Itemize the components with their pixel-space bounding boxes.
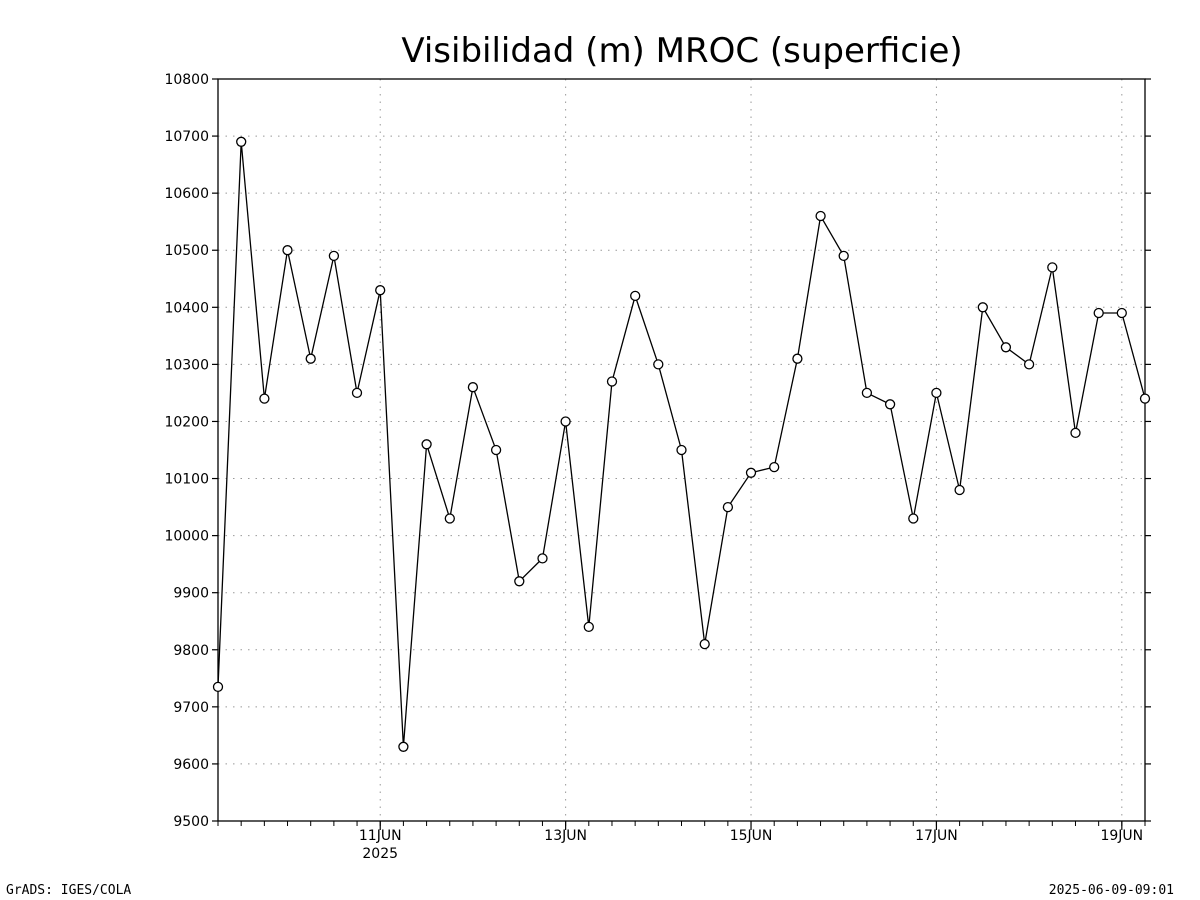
data-point [328, 250, 340, 262]
data-point [236, 136, 247, 147]
chart-title: Visibilidad (m) MROC (superficie) [401, 31, 962, 71]
data-point [884, 399, 896, 410]
data-point [490, 444, 502, 456]
data-point [699, 638, 710, 650]
data-point [954, 484, 965, 496]
y-tick-label: 10500 [164, 243, 209, 259]
footer-credit: GrADS: IGES/COLA [6, 883, 131, 898]
x-tick-label: 19JUN [1100, 828, 1143, 844]
y-tick-label: 10700 [164, 129, 209, 145]
y-axis-ticks: 9500 9600 9700 9800 9900 10000 10100 10200 10300… [164, 72, 1151, 830]
y-tick-label: 9700 [173, 700, 209, 716]
plot-frame [217, 78, 1146, 822]
x-tick-sublabel: 2025 [362, 846, 398, 862]
data-point [444, 513, 455, 524]
y-tick-label: 10300 [164, 357, 209, 373]
data-point [838, 250, 849, 262]
data-point [583, 621, 594, 633]
data-point [653, 359, 664, 370]
data-point [560, 416, 571, 427]
x-tick-label: 15JUN [730, 828, 773, 844]
data-point [908, 513, 919, 524]
data-point [1116, 307, 1127, 319]
y-tick-label: 10200 [164, 414, 209, 430]
footer-timestamp: 2025-06-09-09:01 [1049, 883, 1174, 898]
visibility-series-line [217, 141, 1146, 747]
data-point [305, 353, 316, 364]
data-point [977, 302, 988, 313]
data-point [722, 501, 734, 513]
x-tick-label: 11JUN [359, 828, 402, 844]
y-tick-label: 9600 [173, 757, 209, 773]
data-point [1093, 307, 1104, 319]
data-point [1047, 262, 1058, 273]
data-point [259, 393, 270, 404]
data-point [514, 576, 525, 587]
x-tick-label: 17JUN [915, 828, 958, 844]
data-point [421, 439, 432, 450]
data-point [212, 681, 224, 693]
y-tick-label: 10100 [164, 472, 209, 488]
data-point [861, 387, 873, 399]
data-point [606, 376, 618, 387]
y-tick-label: 9800 [173, 643, 209, 659]
data-point [1139, 393, 1151, 404]
data-point [398, 741, 409, 752]
y-tick-label: 9500 [173, 814, 209, 830]
y-tick-label: 9900 [173, 586, 209, 602]
data-point [745, 467, 757, 478]
data-point [467, 382, 479, 393]
data-point [1000, 342, 1012, 353]
x-axis-ticks: 11JUN 2025 13JUN 15JUN 17JUN 19JUN [217, 821, 1146, 862]
data-point [630, 290, 641, 302]
y-tick-label: 10400 [164, 300, 209, 316]
data-points [212, 136, 1151, 752]
data-point [1070, 427, 1081, 439]
data-point [815, 210, 826, 222]
y-tick-label: 10800 [164, 72, 209, 88]
data-point [676, 444, 687, 456]
data-point [1023, 359, 1035, 370]
x-tick-label: 13JUN [544, 828, 587, 844]
grid-lines [218, 79, 1145, 821]
y-tick-label: 10600 [164, 186, 209, 202]
data-point [375, 285, 386, 296]
y-tick-label: 10000 [164, 529, 209, 545]
data-point [351, 387, 363, 399]
data-point [792, 353, 803, 364]
data-point [282, 245, 293, 256]
data-point [537, 553, 548, 564]
data-point [931, 387, 942, 399]
data-point [769, 461, 780, 473]
